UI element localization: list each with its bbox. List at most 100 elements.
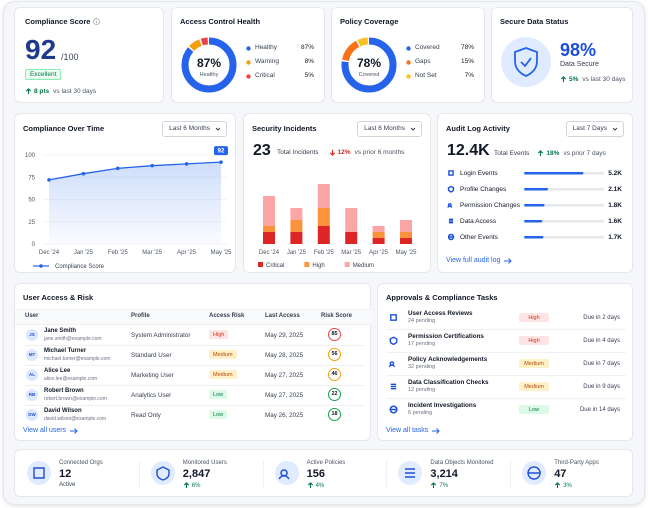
range-dropdown[interactable]: Last 6 Months xyxy=(162,121,227,137)
summary-value: 156 xyxy=(306,468,325,480)
trend-text: vs last 30 days xyxy=(582,76,626,83)
summary-trend: 7% xyxy=(430,482,448,489)
event-bar xyxy=(524,236,604,239)
legend-dot-fill xyxy=(406,46,411,51)
dashboard: Compliance Score 92/100 Excellent 8 pts vs l… xyxy=(3,1,645,505)
legend-name: Critical xyxy=(255,72,275,79)
line-point xyxy=(81,171,86,176)
icon-glyph xyxy=(448,218,454,224)
icon-glyph xyxy=(448,170,454,176)
task-title: Data Classification Checks xyxy=(408,379,489,386)
legend-value: 8% xyxy=(304,58,314,65)
summary-trend: 6% xyxy=(183,482,201,489)
bar-track xyxy=(524,220,604,223)
user-profile: Analytics User xyxy=(131,392,172,399)
bar-chart: Dec '24 Jan '25 Feb '25 Mar '25 Apr '25 May '… xyxy=(256,171,420,269)
legend-swatch xyxy=(258,262,263,267)
event-name: Other Events xyxy=(460,234,498,241)
shield-outline xyxy=(514,47,538,77)
task-title: Policy Acknowledgements xyxy=(408,356,488,363)
card-title: User Access & Risk xyxy=(23,293,94,302)
x-tick-label: Feb '25 xyxy=(314,250,334,256)
user-email: robert.brown@example.com xyxy=(44,396,107,402)
x-tick-label: May '25 xyxy=(211,250,232,256)
legend-name: Warning xyxy=(255,58,279,65)
card-title: Compliance Over Time xyxy=(23,124,105,133)
bar-segment xyxy=(400,238,412,244)
line xyxy=(48,161,222,181)
icon xyxy=(150,461,175,485)
arrow-path xyxy=(307,482,313,489)
legend-label: Medium xyxy=(353,263,374,269)
summary-value: 47 xyxy=(554,468,567,480)
score-trend: 8 pts vs last 30 days xyxy=(25,88,96,95)
last-access: May 29, 2025 xyxy=(265,332,304,339)
user-access-card: User Access & Risk User Profile Access Risk… xyxy=(14,283,372,441)
event-name: Permission Changes xyxy=(460,202,520,209)
column-header: Profile xyxy=(131,313,150,319)
last-access: May 26, 2025 xyxy=(265,412,304,419)
arrow-path xyxy=(431,482,437,489)
line-point xyxy=(47,178,51,182)
legend-label: High xyxy=(312,263,324,269)
range-dropdown[interactable]: Last 6 Months xyxy=(357,121,422,137)
link[interactable]: View all users xyxy=(23,427,78,434)
compliance-score-card: Compliance Score 92/100 Excellent 8 pts vs l… xyxy=(14,7,164,103)
y-tick-label: 0 xyxy=(32,242,36,248)
trend-value: 6% xyxy=(191,482,201,489)
summary-divider xyxy=(262,460,264,488)
chevron xyxy=(410,127,416,131)
legend-dot-fill xyxy=(406,74,411,79)
summary-value: 3,214 xyxy=(430,468,458,480)
icon-glyph xyxy=(405,468,416,478)
task-pending: 17 pending xyxy=(408,341,436,347)
card-title: Secure Data Status xyxy=(500,17,569,26)
legend-name: Covered xyxy=(415,44,440,51)
icon xyxy=(398,461,423,485)
table-header xyxy=(15,309,372,325)
icon xyxy=(448,170,454,176)
summary-divider xyxy=(386,460,388,488)
range-dropdown[interactable]: Last 7 Days xyxy=(565,121,624,137)
icon-glyph xyxy=(447,233,455,241)
event-bar xyxy=(524,220,604,223)
link[interactable]: View full audit log xyxy=(446,257,513,264)
trend-text: vs prior 7 days xyxy=(563,150,606,157)
y-tick-label: 25 xyxy=(28,220,35,226)
secure-trend: 5% vs last 30 days xyxy=(560,76,625,83)
row-divider xyxy=(386,375,626,376)
donut-center-label: Healthy xyxy=(200,72,219,78)
row-divider xyxy=(23,385,364,386)
last-access: May 27, 2025 xyxy=(265,392,304,399)
bar-segment xyxy=(372,232,385,238)
summary-value: 12 xyxy=(59,468,72,480)
priority-badge: Low xyxy=(519,405,549,414)
policy-coverage-card: Policy Coverage 78% Covered Covered 78% Gaps 1… xyxy=(331,7,485,103)
task-due: Due in 9 days xyxy=(583,384,620,390)
total-label: Total Events xyxy=(494,150,530,157)
avatar: MT xyxy=(26,349,38,361)
risk-badge: Medium xyxy=(209,350,237,359)
line-point xyxy=(184,162,189,166)
event-name: Profile Changes xyxy=(460,186,507,193)
line-point xyxy=(219,160,223,164)
line-point xyxy=(116,166,120,171)
icon xyxy=(448,218,454,224)
card-title: Compliance Score xyxy=(25,17,91,26)
legend-dot-fill xyxy=(246,46,251,51)
incidents-trend: Total Incidents 12% vs prior 6 months xyxy=(277,149,404,156)
bar-segment xyxy=(263,232,275,244)
legend-dot xyxy=(406,60,411,65)
row-divider xyxy=(23,365,364,366)
secure-label: Data Secure xyxy=(560,61,599,68)
arrow-path xyxy=(555,482,561,489)
link[interactable]: View all tasks xyxy=(386,427,440,434)
end-badge xyxy=(214,146,228,156)
user-email: alice.lee@example.com xyxy=(44,376,98,382)
area xyxy=(49,162,221,244)
link-text: View all tasks xyxy=(386,427,429,434)
task-due: Due in 14 days xyxy=(579,407,620,413)
user-email: david.wilson@example.com xyxy=(44,416,107,422)
x-tick-label: May '25 xyxy=(396,250,417,256)
incidents-total: 23 xyxy=(253,142,271,159)
